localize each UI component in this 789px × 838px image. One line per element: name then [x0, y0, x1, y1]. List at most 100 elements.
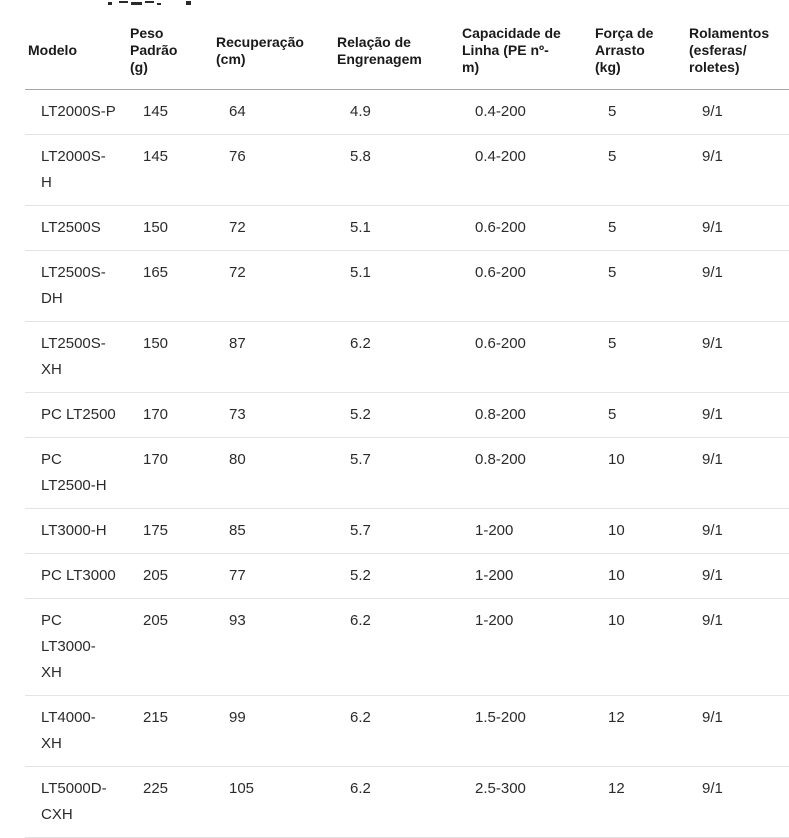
cell-recuperacao: 99 [213, 695, 334, 767]
clipped-glyph-mark [157, 3, 161, 5]
table-row: LT2000S-P 145 64 4.9 0.4-200 5 9/1 [25, 89, 789, 135]
cell-capacidade: 0.4-200 [459, 89, 592, 135]
cell-modelo: LT4000- XH [25, 695, 127, 767]
table-row: LT2500S- XH 150 87 6.2 0.6-200 5 9/1 [25, 321, 789, 393]
cell-rolamentos: 9/1 [686, 598, 789, 696]
cell-rolamentos: 9/1 [686, 134, 789, 206]
cell-forca: 10 [592, 508, 686, 554]
table-row: PC LT3000- XH 205 93 6.2 1-200 10 9/1 [25, 598, 789, 696]
column-header-forca: Força de Arrasto (kg) [592, 8, 686, 90]
table-header: Modelo Peso Padrão (g) Recuperação (cm) Relaçã… [25, 8, 789, 90]
cell-modelo: PC LT3000- XH [25, 598, 127, 696]
cell-relacao: 5.8 [334, 134, 459, 206]
table-row: PC LT2500-H 170 80 5.7 0.8-200 10 9/1 [25, 437, 789, 509]
cell-forca: 10 [592, 437, 686, 509]
cell-peso: 205 [127, 553, 213, 599]
reel-spec-table: Modelo Peso Padrão (g) Recuperação (cm) Relaçã… [25, 8, 789, 838]
cell-capacidade: 0.6-200 [459, 321, 592, 393]
cell-recuperacao: 76 [213, 134, 334, 206]
clipped-glyph-mark [145, 1, 154, 3]
cell-forca: 10 [592, 598, 686, 696]
cell-rolamentos: 9/1 [686, 437, 789, 509]
cell-recuperacao: 72 [213, 205, 334, 251]
table-row: LT2500S- DH 165 72 5.1 0.6-200 5 9/1 [25, 250, 789, 322]
header-row: Modelo Peso Padrão (g) Recuperação (cm) Relaçã… [25, 8, 789, 90]
cell-capacidade: 0.8-200 [459, 437, 592, 509]
cell-capacidade: 0.8-200 [459, 392, 592, 438]
cell-modelo: LT2000S- H [25, 134, 127, 206]
cell-recuperacao: 64 [213, 89, 334, 135]
cell-recuperacao: 80 [213, 437, 334, 509]
spec-table-container: Modelo Peso Padrão (g) Recuperação (cm) Relaçã… [25, 8, 789, 838]
cell-relacao: 6.2 [334, 695, 459, 767]
cell-relacao: 4.9 [334, 89, 459, 135]
cell-capacidade: 1-200 [459, 598, 592, 696]
cell-capacidade: 1-200 [459, 508, 592, 554]
cell-rolamentos: 9/1 [686, 392, 789, 438]
cell-peso: 145 [127, 134, 213, 206]
cell-rolamentos: 9/1 [686, 508, 789, 554]
cell-recuperacao: 105 [213, 766, 334, 838]
cell-forca: 5 [592, 250, 686, 322]
clipped-glyph-mark [186, 1, 191, 5]
table-row: PC LT2500 170 73 5.2 0.8-200 5 9/1 [25, 392, 789, 438]
cell-relacao: 6.2 [334, 766, 459, 838]
column-header-modelo: Modelo [25, 8, 127, 90]
page: { "page": { "background_color": "#ffffff… [25, 0, 789, 838]
cell-peso: 145 [127, 89, 213, 135]
column-header-recuperacao: Recuperação (cm) [213, 8, 334, 90]
cell-recuperacao: 77 [213, 553, 334, 599]
cell-rolamentos: 9/1 [686, 321, 789, 393]
cell-rolamentos: 9/1 [686, 553, 789, 599]
cell-forca: 5 [592, 89, 686, 135]
cell-relacao: 5.7 [334, 437, 459, 509]
cell-recuperacao: 72 [213, 250, 334, 322]
cell-modelo: PC LT2500 [25, 392, 127, 438]
cell-recuperacao: 73 [213, 392, 334, 438]
cell-forca: 5 [592, 392, 686, 438]
cell-capacidade: 1.5-200 [459, 695, 592, 767]
cell-modelo: PC LT3000 [25, 553, 127, 599]
cell-peso: 150 [127, 205, 213, 251]
cell-relacao: 5.1 [334, 205, 459, 251]
cell-relacao: 6.2 [334, 598, 459, 696]
cell-capacidade: 0.6-200 [459, 205, 592, 251]
cell-relacao: 5.7 [334, 508, 459, 554]
cell-recuperacao: 85 [213, 508, 334, 554]
cell-peso: 175 [127, 508, 213, 554]
cell-capacidade: 2.5-300 [459, 766, 592, 838]
cell-peso: 170 [127, 437, 213, 509]
cell-peso: 165 [127, 250, 213, 322]
table-row: LT2500S 150 72 5.1 0.6-200 5 9/1 [25, 205, 789, 251]
clipped-glyph-mark [119, 1, 128, 3]
cell-rolamentos: 9/1 [686, 89, 789, 135]
table-row: LT2000S- H 145 76 5.8 0.4-200 5 9/1 [25, 134, 789, 206]
clipped-text-fragment [108, 0, 203, 6]
cell-rolamentos: 9/1 [686, 695, 789, 767]
table-row: LT3000-H 175 85 5.7 1-200 10 9/1 [25, 508, 789, 554]
cell-forca: 12 [592, 695, 686, 767]
cell-rolamentos: 9/1 [686, 250, 789, 322]
column-header-peso: Peso Padrão (g) [127, 8, 213, 90]
cell-relacao: 6.2 [334, 321, 459, 393]
cell-modelo: LT3000-H [25, 508, 127, 554]
cell-forca: 10 [592, 553, 686, 599]
cell-forca: 5 [592, 134, 686, 206]
cell-capacidade: 0.6-200 [459, 250, 592, 322]
cell-rolamentos: 9/1 [686, 766, 789, 838]
table-row: PC LT3000 205 77 5.2 1-200 10 9/1 [25, 553, 789, 599]
cell-modelo: PC LT2500-H [25, 437, 127, 509]
cell-peso: 205 [127, 598, 213, 696]
cell-peso: 225 [127, 766, 213, 838]
cell-peso: 215 [127, 695, 213, 767]
cell-modelo: LT2500S- XH [25, 321, 127, 393]
table-row: LT5000D- CXH 225 105 6.2 2.5-300 12 9/1 [25, 766, 789, 838]
cell-modelo: LT2500S [25, 205, 127, 251]
cell-capacidade: 1-200 [459, 553, 592, 599]
column-header-capacidade: Capacidade de Linha (PE nº-m) [459, 8, 592, 90]
cell-relacao: 5.2 [334, 553, 459, 599]
cell-peso: 170 [127, 392, 213, 438]
table-body: LT2000S-P 145 64 4.9 0.4-200 5 9/1 LT2000S- H 145… [25, 89, 789, 838]
cell-modelo: LT2000S-P [25, 89, 127, 135]
cell-relacao: 5.1 [334, 250, 459, 322]
